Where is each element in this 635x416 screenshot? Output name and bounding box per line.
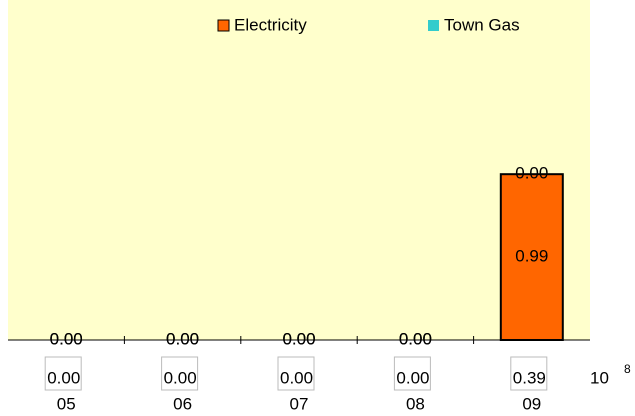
data-label: 0.00	[166, 329, 199, 348]
legend-swatch	[217, 19, 230, 32]
data-label: 0.00	[282, 329, 315, 348]
x-tick-label: 07	[290, 394, 309, 413]
x-tick-label: 06	[173, 394, 192, 413]
data-label: 0.99	[515, 247, 548, 266]
data-label: 0.00	[282, 329, 315, 348]
legend-label: Town Gas	[444, 15, 520, 34]
data-label: 0.00	[399, 329, 432, 348]
data-label: 0.00	[399, 329, 432, 348]
row-value: 0.39	[513, 368, 546, 387]
row-value: 0.00	[396, 368, 429, 387]
row-value-box	[510, 356, 548, 391]
x-tick-label: 05	[57, 394, 76, 413]
row-value-box	[393, 356, 431, 391]
row-value-box	[161, 356, 199, 391]
legend-swatch	[428, 20, 439, 31]
data-label: 0.00	[50, 329, 83, 348]
data-label: 0.00	[515, 164, 548, 183]
row-value: 0.00	[280, 368, 313, 387]
x-tick-label: 08	[406, 394, 425, 413]
unit-label: 10	[590, 368, 609, 387]
row-value-box	[44, 356, 82, 391]
row-value: 0.00	[164, 368, 197, 387]
plot-area	[8, 0, 590, 340]
row-value-box	[277, 356, 315, 391]
unit-exponent: 8	[624, 362, 631, 376]
bar-segment	[499, 173, 564, 341]
row-value: 0.00	[47, 368, 80, 387]
data-label: 0.00	[50, 329, 83, 348]
x-tick-label: 09	[522, 394, 541, 413]
legend-label: Electricity	[234, 15, 307, 34]
data-label: 0.00	[166, 329, 199, 348]
